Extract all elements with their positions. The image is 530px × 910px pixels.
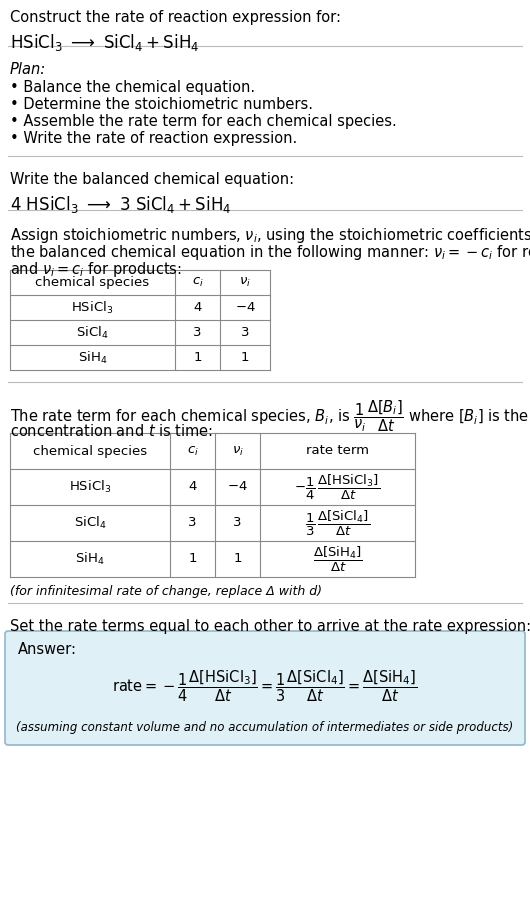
Text: Answer:: Answer: bbox=[18, 642, 77, 657]
Text: 1: 1 bbox=[188, 552, 197, 565]
Text: Plan:: Plan: bbox=[10, 62, 46, 77]
Text: Assign stoichiometric numbers, $\nu_i$, using the stoichiometric coefficients, $: Assign stoichiometric numbers, $\nu_i$, … bbox=[10, 226, 530, 245]
Text: $c_i$: $c_i$ bbox=[187, 444, 198, 458]
Text: $\dfrac{\Delta[\mathrm{SiH_4}]}{\Delta t}$: $\dfrac{\Delta[\mathrm{SiH_4}]}{\Delta t… bbox=[313, 544, 363, 573]
Text: $\nu_i$: $\nu_i$ bbox=[239, 276, 251, 289]
Text: Set the rate terms equal to each other to arrive at the rate expression:: Set the rate terms equal to each other t… bbox=[10, 619, 530, 634]
Text: • Determine the stoichiometric numbers.: • Determine the stoichiometric numbers. bbox=[10, 97, 313, 112]
Text: rate term: rate term bbox=[306, 444, 369, 458]
Text: 3: 3 bbox=[241, 326, 249, 339]
Text: 3: 3 bbox=[193, 326, 202, 339]
Text: • Balance the chemical equation.: • Balance the chemical equation. bbox=[10, 80, 255, 95]
Text: $\mathrm{HSiCl_3}$: $\mathrm{HSiCl_3}$ bbox=[69, 479, 111, 495]
Text: • Assemble the rate term for each chemical species.: • Assemble the rate term for each chemic… bbox=[10, 114, 397, 129]
Text: (assuming constant volume and no accumulation of intermediates or side products): (assuming constant volume and no accumul… bbox=[16, 722, 514, 734]
Text: $\mathrm{rate} = -\dfrac{1}{4}\dfrac{\Delta[\mathrm{HSiCl_3}]}{\Delta t}= \dfrac: $\mathrm{rate} = -\dfrac{1}{4}\dfrac{\De… bbox=[112, 668, 418, 703]
Text: $\dfrac{1}{3}\,\dfrac{\Delta[\mathrm{SiCl_4}]}{\Delta t}$: $\dfrac{1}{3}\,\dfrac{\Delta[\mathrm{SiC… bbox=[305, 509, 370, 538]
Text: (for infinitesimal rate of change, replace Δ with d): (for infinitesimal rate of change, repla… bbox=[10, 585, 322, 598]
Text: $\mathrm{HSiCl_3}$: $\mathrm{HSiCl_3}$ bbox=[72, 299, 113, 316]
Text: $\nu_i$: $\nu_i$ bbox=[232, 444, 243, 458]
Text: 3: 3 bbox=[188, 517, 197, 530]
Text: 1: 1 bbox=[241, 351, 249, 364]
Text: $\mathrm{SiH_4}$: $\mathrm{SiH_4}$ bbox=[75, 551, 105, 567]
Text: chemical species: chemical species bbox=[36, 276, 149, 289]
FancyBboxPatch shape bbox=[5, 631, 525, 745]
Text: the balanced chemical equation in the following manner: $\nu_i = -c_i$ for react: the balanced chemical equation in the fo… bbox=[10, 243, 530, 262]
Text: $\mathrm{SiCl_4}$: $\mathrm{SiCl_4}$ bbox=[76, 325, 109, 340]
Text: 1: 1 bbox=[233, 552, 242, 565]
Text: 3: 3 bbox=[233, 517, 242, 530]
Text: 1: 1 bbox=[193, 351, 202, 364]
Text: • Write the rate of reaction expression.: • Write the rate of reaction expression. bbox=[10, 131, 297, 146]
Text: The rate term for each chemical species, $B_i$, is $\dfrac{1}{\nu_i}\dfrac{\Delt: The rate term for each chemical species,… bbox=[10, 398, 530, 433]
Text: 4: 4 bbox=[188, 480, 197, 493]
Text: $\mathrm{SiCl_4}$: $\mathrm{SiCl_4}$ bbox=[74, 515, 106, 531]
Text: $-4$: $-4$ bbox=[227, 480, 248, 493]
Text: $\mathrm{HSiCl_3 \ \longrightarrow \ SiCl_4 + SiH_4}$: $\mathrm{HSiCl_3 \ \longrightarrow \ SiC… bbox=[10, 32, 199, 53]
Text: $-\dfrac{1}{4}\,\dfrac{\Delta[\mathrm{HSiCl_3}]}{\Delta t}$: $-\dfrac{1}{4}\,\dfrac{\Delta[\mathrm{HS… bbox=[295, 472, 381, 501]
Text: 4: 4 bbox=[193, 301, 202, 314]
Text: and $\nu_i = c_i$ for products:: and $\nu_i = c_i$ for products: bbox=[10, 260, 182, 279]
Text: $\mathrm{SiH_4}$: $\mathrm{SiH_4}$ bbox=[78, 349, 107, 366]
Text: concentration and $t$ is time:: concentration and $t$ is time: bbox=[10, 423, 213, 439]
Text: chemical species: chemical species bbox=[33, 444, 147, 458]
Text: Write the balanced chemical equation:: Write the balanced chemical equation: bbox=[10, 172, 294, 187]
Text: $\mathrm{4 \ HSiCl_3 \ \longrightarrow \ 3 \ SiCl_4 + SiH_4}$: $\mathrm{4 \ HSiCl_3 \ \longrightarrow \… bbox=[10, 194, 232, 215]
Text: $c_i$: $c_i$ bbox=[191, 276, 204, 289]
Text: $-4$: $-4$ bbox=[235, 301, 255, 314]
Text: Construct the rate of reaction expression for:: Construct the rate of reaction expressio… bbox=[10, 10, 341, 25]
